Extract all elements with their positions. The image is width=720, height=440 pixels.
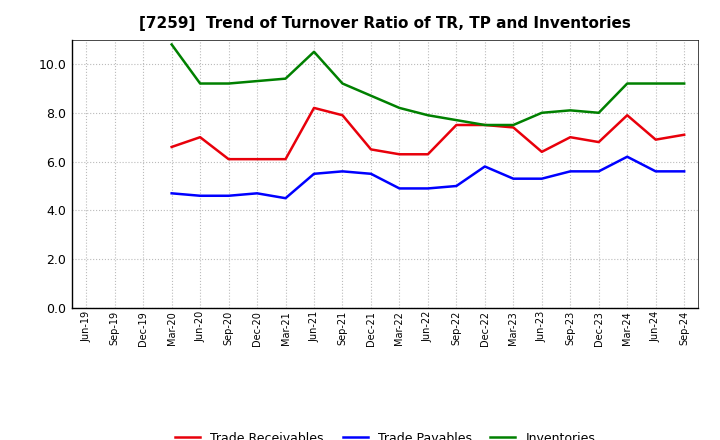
Trade Receivables [395,152,404,157]
Inventories [423,113,432,118]
Legend: Trade Receivables, Trade Payables, Inventories: Trade Receivables, Trade Payables, Inven… [170,427,600,440]
Trade Receivables [310,105,318,110]
Line: Trade Payables: Trade Payables [171,157,684,198]
Trade Payables [310,171,318,176]
Inventories [167,42,176,47]
Trade Receivables [253,157,261,162]
Trade Receivables [652,137,660,142]
Inventories [623,81,631,86]
Trade Payables [480,164,489,169]
Trade Receivables [225,157,233,162]
Inventories [566,108,575,113]
Inventories [452,117,461,123]
Inventories [652,81,660,86]
Trade Receivables [167,144,176,150]
Trade Payables [623,154,631,159]
Inventories [480,122,489,128]
Trade Receivables [480,122,489,128]
Inventories [225,81,233,86]
Trade Receivables [537,149,546,154]
Trade Payables [395,186,404,191]
Trade Receivables [623,113,631,118]
Title: [7259]  Trend of Turnover Ratio of TR, TP and Inventories: [7259] Trend of Turnover Ratio of TR, TP… [139,16,631,32]
Trade Payables [680,169,688,174]
Inventories [509,122,518,128]
Trade Receivables [595,139,603,145]
Trade Receivables [423,152,432,157]
Trade Payables [167,191,176,196]
Trade Payables [423,186,432,191]
Trade Receivables [196,135,204,140]
Inventories [680,81,688,86]
Inventories [595,110,603,115]
Line: Inventories: Inventories [171,44,684,125]
Inventories [366,93,375,99]
Trade Receivables [338,113,347,118]
Trade Receivables [509,125,518,130]
Trade Payables [282,195,290,201]
Trade Receivables [566,135,575,140]
Trade Payables [537,176,546,181]
Trade Payables [366,171,375,176]
Trade Receivables [366,147,375,152]
Trade Payables [595,169,603,174]
Inventories [196,81,204,86]
Trade Payables [509,176,518,181]
Inventories [282,76,290,81]
Trade Payables [452,183,461,189]
Inventories [537,110,546,115]
Inventories [338,81,347,86]
Trade Receivables [282,157,290,162]
Trade Payables [253,191,261,196]
Trade Payables [225,193,233,198]
Line: Trade Receivables: Trade Receivables [171,108,684,159]
Inventories [310,49,318,55]
Trade Payables [338,169,347,174]
Inventories [395,105,404,110]
Inventories [253,78,261,84]
Trade Payables [566,169,575,174]
Trade Payables [196,193,204,198]
Trade Payables [652,169,660,174]
Trade Receivables [452,122,461,128]
Trade Receivables [680,132,688,137]
